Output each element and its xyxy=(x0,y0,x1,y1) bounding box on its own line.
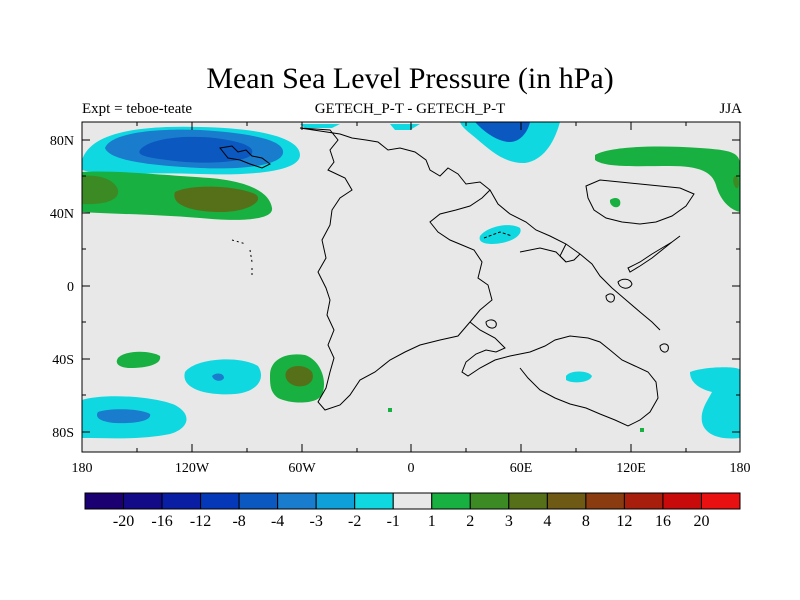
colorbar-label: 20 xyxy=(693,513,709,530)
colorbar-swatch xyxy=(469,492,510,510)
anomaly-s-cyan-right xyxy=(690,367,740,439)
colorbar-label: 8 xyxy=(582,513,590,530)
anomaly-npac-pos-3 xyxy=(174,186,259,212)
colorbar-swatch xyxy=(431,492,471,510)
colorbar-swatch xyxy=(354,492,394,510)
dataset-label: GETECH_P-T - GETECH_P-T xyxy=(314,101,506,117)
y-tick-label: 0 xyxy=(67,280,74,295)
anomaly-s-cyan-sa xyxy=(566,371,592,383)
colorbar-label: 12 xyxy=(616,513,632,530)
anomaly-npac-pos-2 xyxy=(82,175,119,205)
colorbar-label: -12 xyxy=(190,513,211,530)
colorbar-label: 2 xyxy=(466,513,474,530)
colorbar-swatch xyxy=(623,492,664,510)
x-tick-label: 60E xyxy=(510,461,533,476)
coastline-islands-1 xyxy=(617,278,633,289)
anomaly-nwpac-pos-3 xyxy=(609,197,621,208)
y-tick-label: 80S xyxy=(52,426,74,441)
anomaly-arctic-small xyxy=(300,124,340,128)
anomaly-arctic-small-2 xyxy=(390,124,420,130)
anomaly-s-cyan-mid-dot xyxy=(212,373,224,381)
coastline-americas xyxy=(299,127,493,411)
coastline-dots xyxy=(231,239,253,278)
colorbar-swatch xyxy=(277,492,317,510)
colorbar-swatch xyxy=(200,492,240,510)
colorbar-swatch xyxy=(161,492,202,510)
colorbar-label: -4 xyxy=(271,513,284,530)
coastline-africa-link xyxy=(461,321,659,427)
colorbar-swatch xyxy=(585,492,625,510)
x-tick-label: 60W xyxy=(288,461,316,476)
y-tick-label: 40N xyxy=(50,207,74,222)
colorbar-swatch xyxy=(84,492,125,510)
anomaly-s-green-dot xyxy=(388,408,392,412)
colorbar: -20 -16 -12 -8 -4 -3 -2 -1 1 2 3 4 8 12 16 20 xyxy=(84,492,741,530)
anomaly-npac-neg-3 xyxy=(139,136,253,163)
anomaly-arctic-neg-2 xyxy=(475,122,530,142)
anomaly-s-blue-left xyxy=(96,409,151,424)
colorbar-label: -3 xyxy=(310,513,323,530)
x-tick-label: 180 xyxy=(730,461,751,476)
colorbar-label: -2 xyxy=(348,513,361,530)
colorbar-swatch xyxy=(123,492,163,510)
colorbar-label: 4 xyxy=(543,513,551,530)
x-tick-label: 120E xyxy=(616,461,646,476)
coastlines xyxy=(219,127,695,427)
anomaly-eurasia-neg xyxy=(479,225,521,244)
colorbar-label: -16 xyxy=(151,513,172,530)
colorbar-swatch xyxy=(315,492,356,510)
season-label: JJA xyxy=(719,101,742,117)
anomaly-s-olive-mid xyxy=(285,366,313,387)
coastline-islands-3 xyxy=(485,319,497,329)
colorbar-swatch xyxy=(700,492,741,510)
x-axis-labels: 180 120W 60W 0 60E 120E 180 xyxy=(72,461,751,476)
colorbar-label: 16 xyxy=(655,513,671,530)
coastline-islands-4 xyxy=(659,343,669,353)
colorbar-label: 1 xyxy=(428,513,436,530)
colorbar-swatch xyxy=(546,492,587,510)
colorbar-label: -1 xyxy=(387,513,400,530)
anomaly-arctic-neg-1 xyxy=(460,122,560,164)
coastline-ellesmere xyxy=(219,145,271,169)
x-tick-label: 120W xyxy=(175,461,210,476)
chart-title: Mean Sea Level Pressure (in hPa) xyxy=(206,62,614,95)
coastline-east-asia xyxy=(519,247,567,263)
x-tick-label: 180 xyxy=(72,461,93,476)
colorbar-label: -8 xyxy=(232,513,245,530)
colorbar-label: 3 xyxy=(505,513,513,530)
coastline-islands-2 xyxy=(605,293,615,303)
colorbar-swatch xyxy=(662,492,702,510)
colorbar-swatch xyxy=(508,492,548,510)
colorbar-swatch xyxy=(238,492,279,510)
anomaly-s-green-left xyxy=(116,351,161,368)
coastline-rim xyxy=(585,179,695,225)
colorbar-swatch xyxy=(392,492,433,510)
y-tick-label: 40S xyxy=(52,353,74,368)
y-axis-labels: 80N 40N 0 40S 80S xyxy=(50,134,74,441)
coastline-eu-islands xyxy=(483,231,513,239)
y-tick-label: 80N xyxy=(50,134,74,149)
anomaly-nwpac-pos-1 xyxy=(595,146,740,212)
experiment-label: Expt = teboe-teate xyxy=(82,101,193,117)
x-tick-label: 0 xyxy=(408,461,415,476)
colorbar-label: -20 xyxy=(113,513,134,530)
anomaly-nwpac-pos-2 xyxy=(733,176,739,189)
axis-ticks xyxy=(81,122,741,452)
coastline-island-arc xyxy=(627,235,681,273)
anomaly-s-green-dot2 xyxy=(640,428,644,432)
